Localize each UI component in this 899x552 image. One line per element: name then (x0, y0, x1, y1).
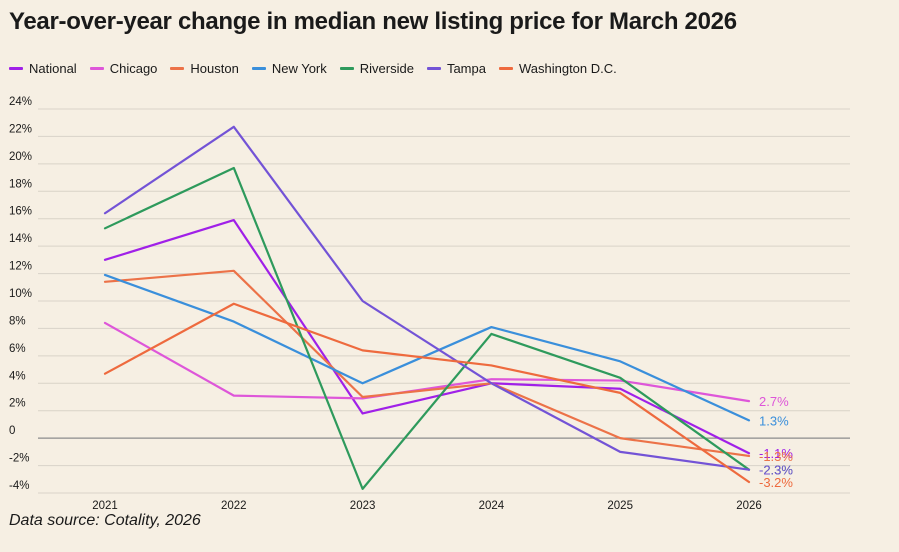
y-tick-label: 2% (9, 398, 26, 410)
end-label-houston: -1.3% (759, 449, 793, 464)
end-label-riverside: -2.3% (759, 463, 793, 478)
series-line-washington-d-c (103, 302, 751, 484)
y-tick-label: 6% (9, 343, 26, 355)
series-line-national (103, 218, 751, 455)
y-tick-label: 24% (9, 96, 32, 108)
series-line-riverside (103, 166, 751, 490)
y-tick-label: 22% (9, 123, 32, 135)
legend-item-new-york: New York (251, 61, 327, 76)
legend-swatch (426, 67, 441, 70)
legend-item-houston: Houston (170, 61, 239, 76)
x-tick-label: 2026 (736, 500, 762, 512)
end-label-national: -1.1% (759, 446, 793, 461)
legend-label: Washington D.C. (518, 61, 617, 76)
y-tick-label: 20% (9, 151, 32, 163)
chart-title: Year-over-year change in median new list… (9, 8, 737, 35)
legend-label: National (29, 61, 77, 76)
y-tick-label: -2% (9, 453, 29, 465)
legend-swatch (498, 67, 513, 70)
y-tick-label: 12% (9, 261, 32, 273)
series-line-chicago (103, 321, 751, 403)
data-source-note: Data source: Cotality, 2026 (9, 512, 201, 529)
legend-label: New York (271, 61, 327, 76)
legend-item-washington-d-c: Washington D.C. (498, 61, 617, 76)
x-tick-label: 2024 (479, 500, 505, 512)
legend-item-national: National (9, 61, 77, 76)
series-line-tampa (103, 125, 751, 471)
legend-item-chicago: Chicago (89, 61, 158, 76)
end-label-new-york: 1.3% (759, 413, 789, 428)
end-label-washington-d-c: -3.2% (759, 475, 793, 490)
y-tick-label: 4% (9, 370, 26, 382)
legend-label: Chicago (109, 61, 158, 76)
legend-label: Houston (190, 61, 239, 76)
end-label-chicago: 2.7% (759, 394, 789, 409)
y-tick-label: 8% (9, 315, 26, 327)
y-tick-label: 18% (9, 178, 32, 190)
x-tick-label: 2023 (350, 500, 376, 512)
y-tick-label: 14% (9, 233, 32, 245)
x-tick-label: 2022 (221, 500, 247, 512)
legend-label: Tampa (446, 61, 486, 76)
x-tick-label: 2025 (607, 500, 633, 512)
series-line-houston (103, 269, 751, 458)
legend-label: Riverside (359, 61, 414, 76)
y-tick-label: 16% (9, 206, 32, 218)
y-tick-label: 10% (9, 288, 32, 300)
legend-item-riverside: Riverside (339, 61, 414, 76)
legend: National Chicago Houston New York Riverside T… (9, 61, 630, 76)
legend-swatch (251, 67, 266, 70)
legend-swatch (339, 67, 354, 70)
series-line-new-york (103, 273, 751, 422)
legend-swatch (9, 67, 23, 70)
legend-swatch (170, 67, 185, 70)
legend-item-tampa: Tampa (426, 61, 486, 76)
y-tick-label: 0 (9, 425, 15, 437)
legend-swatch (89, 67, 104, 70)
end-label-tampa: -2.3% (759, 463, 793, 478)
y-tick-label: -4% (9, 480, 29, 492)
x-tick-label: 2021 (92, 500, 118, 512)
